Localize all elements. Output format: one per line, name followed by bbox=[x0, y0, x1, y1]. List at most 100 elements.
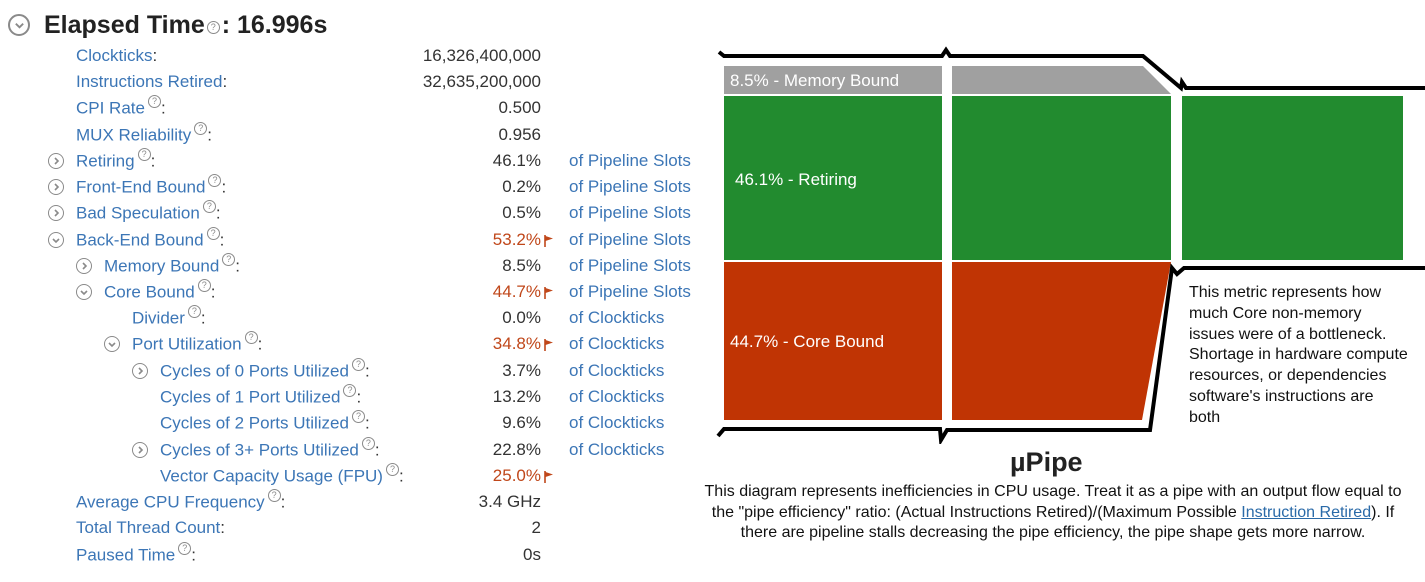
flag-icon bbox=[544, 287, 553, 299]
help-icon[interactable]: ? bbox=[267, 489, 281, 502]
retiring-segment-3[interactable] bbox=[1182, 96, 1403, 260]
metric-label[interactable]: Cycles of 1 Port Utilized?: bbox=[160, 384, 362, 407]
metric-label[interactable]: Port Utilization?: bbox=[132, 331, 263, 354]
metric-row-front-end-bound: Front-End Bound?: 0.2% of Pipeline Slots bbox=[0, 174, 700, 198]
memory-bound-segment-2[interactable] bbox=[952, 66, 1171, 94]
help-icon[interactable]: ? bbox=[351, 410, 365, 423]
metric-row-back-end-bound: Back-End Bound?: 53.2% of Pipeline Slots bbox=[0, 227, 700, 251]
help-icon[interactable]: ? bbox=[194, 122, 208, 135]
retiring-segment-2[interactable] bbox=[952, 96, 1171, 260]
expand-toggle[interactable] bbox=[132, 363, 148, 379]
memory-bound-label: 8.5% - Memory Bound bbox=[730, 71, 900, 90]
desc-text-1: This diagram represents inefficiencies i… bbox=[704, 483, 1402, 521]
expand-toggle[interactable] bbox=[76, 284, 92, 300]
metric-unit: of Pipeline Slots bbox=[569, 256, 691, 275]
expand-toggle[interactable] bbox=[132, 442, 148, 458]
metric-unit: of Clockticks bbox=[569, 413, 665, 432]
metric-row-bad-speculation: Bad Speculation?: 0.5% of Pipeline Slots bbox=[0, 200, 700, 224]
metric-label[interactable]: CPI Rate?: bbox=[76, 95, 166, 118]
metric-label[interactable]: Back-End Bound?: bbox=[76, 227, 225, 250]
chevron-down-icon bbox=[52, 238, 60, 244]
metric-label[interactable]: Bad Speculation?: bbox=[76, 200, 221, 223]
core-bound-segment[interactable] bbox=[724, 262, 942, 420]
metric-unit: of Pipeline Slots bbox=[569, 151, 691, 170]
chevron-right-icon bbox=[54, 209, 60, 217]
metric-label[interactable]: Front-End Bound?: bbox=[76, 174, 227, 197]
metric-value: 32,635,200,000 bbox=[422, 72, 541, 91]
help-icon[interactable]: ? bbox=[202, 200, 216, 213]
expand-toggle[interactable] bbox=[104, 336, 120, 352]
expand-toggle[interactable] bbox=[48, 232, 64, 248]
help-icon[interactable]: ? bbox=[147, 95, 161, 108]
metric-label[interactable]: Paused Time?: bbox=[76, 542, 196, 565]
title-separator: : bbox=[221, 10, 231, 39]
metric-label[interactable]: Memory Bound?: bbox=[104, 253, 241, 276]
metric-label[interactable]: Retiring?: bbox=[76, 148, 156, 171]
metric-value: 0.2% bbox=[502, 177, 541, 196]
metric-label[interactable]: Vector Capacity Usage (FPU)?: bbox=[160, 463, 404, 486]
retiring-segment[interactable] bbox=[724, 96, 942, 260]
elapsed-time-header: Elapsed Time ? : 16.996s bbox=[8, 8, 327, 42]
metric-value: 9.6% bbox=[502, 413, 541, 432]
core-bound-segment-2[interactable] bbox=[952, 262, 1171, 420]
pipe-top-outline bbox=[717, 46, 1425, 92]
chevron-down-icon bbox=[14, 22, 24, 29]
metric-unit: of Clockticks bbox=[569, 361, 665, 380]
metric-unit: of Clockticks bbox=[569, 334, 665, 353]
metric-label[interactable]: Cycles of 0 Ports Utilized?: bbox=[160, 358, 370, 381]
flag-icon bbox=[544, 339, 553, 351]
instruction-retired-link[interactable]: Instruction Retired bbox=[1241, 503, 1372, 521]
metric-label[interactable]: Clockticks: bbox=[76, 46, 158, 65]
metric-value: 2 bbox=[531, 518, 541, 537]
memory-bound-segment[interactable] bbox=[724, 66, 942, 94]
metric-label[interactable]: Cycles of 2 Ports Utilized?: bbox=[160, 410, 370, 433]
metric-value: 0s bbox=[523, 545, 541, 564]
help-icon[interactable]: ? bbox=[351, 358, 365, 371]
metric-unit: of Clockticks bbox=[569, 387, 665, 406]
metric-row-clockticks: Clockticks: 16,326,400,000 bbox=[0, 45, 700, 67]
metric-label[interactable]: Divider?: bbox=[132, 305, 206, 328]
help-icon[interactable]: ? bbox=[137, 148, 151, 161]
metric-value: 0.0% bbox=[502, 308, 541, 327]
metric-value: 34.8% bbox=[492, 334, 541, 353]
help-icon[interactable]: ? bbox=[178, 542, 192, 555]
metric-label[interactable]: Cycles of 3+ Ports Utilized?: bbox=[160, 437, 380, 460]
help-icon[interactable]: ? bbox=[206, 227, 220, 240]
upipe-title: µPipe bbox=[1010, 447, 1083, 477]
metric-value: 8.5% bbox=[502, 256, 541, 275]
collapse-section-button[interactable] bbox=[8, 14, 30, 36]
help-icon[interactable]: ? bbox=[361, 437, 375, 450]
pipe-shape bbox=[716, 46, 1425, 444]
expand-toggle[interactable] bbox=[48, 153, 64, 169]
help-icon[interactable]: ? bbox=[222, 253, 236, 266]
metric-label[interactable]: Core Bound?: bbox=[104, 279, 216, 302]
chevron-down-icon bbox=[80, 290, 88, 296]
help-icon[interactable]: ? bbox=[208, 174, 222, 187]
metric-unit: of Pipeline Slots bbox=[569, 282, 691, 301]
expand-toggle[interactable] bbox=[76, 258, 92, 274]
metric-row-cycles-of-3-ports-utilized: Cycles of 3+ Ports Utilized?: 22.8% of Clo… bbox=[0, 437, 700, 461]
metric-row-cpi-rate: CPI Rate?: 0.500 bbox=[0, 95, 700, 119]
metric-unit: of Pipeline Slots bbox=[569, 177, 691, 196]
metric-row-divider: Divider?: 0.0% of Clockticks bbox=[0, 305, 700, 329]
metric-tooltip: This metric represents how much Core non… bbox=[1189, 284, 1408, 426]
metric-label[interactable]: Instructions Retired: bbox=[76, 72, 228, 91]
expand-toggle[interactable] bbox=[48, 205, 64, 221]
help-icon[interactable]: ? bbox=[206, 20, 220, 34]
help-icon[interactable]: ? bbox=[343, 384, 357, 397]
help-icon[interactable]: ? bbox=[187, 305, 201, 318]
metric-label[interactable]: Average CPU Frequency?: bbox=[76, 489, 286, 512]
metric-row-memory-bound: Memory Bound?: 8.5% of Pipeline Slots bbox=[0, 253, 700, 277]
chevron-right-icon bbox=[82, 262, 88, 270]
expand-toggle[interactable] bbox=[48, 179, 64, 195]
metric-row-instructions-retired: Instructions Retired: 32,635,200,000 bbox=[0, 71, 700, 93]
metric-row-mux-reliability: MUX Reliability?: 0.956 bbox=[0, 122, 700, 146]
chevron-right-icon bbox=[54, 157, 60, 165]
metric-row-cycles-of-0-ports-utilized: Cycles of 0 Ports Utilized?: 3.7% of Clock… bbox=[0, 358, 700, 382]
metric-label[interactable]: Total Thread Count: bbox=[76, 518, 226, 537]
upipe-description: This diagram represents inefficiencies i… bbox=[702, 482, 1404, 544]
help-icon[interactable]: ? bbox=[197, 279, 211, 292]
metric-label[interactable]: MUX Reliability?: bbox=[76, 122, 212, 145]
help-icon[interactable]: ? bbox=[244, 331, 258, 344]
help-icon[interactable]: ? bbox=[385, 463, 399, 476]
